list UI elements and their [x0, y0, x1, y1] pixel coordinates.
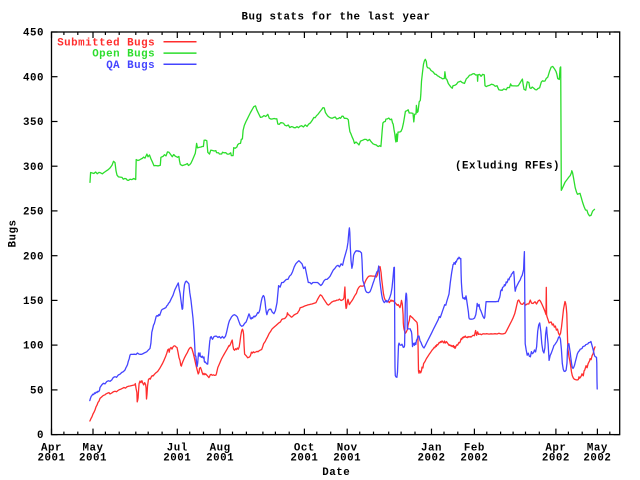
svg-text:Submitted Bugs: Submitted Bugs: [57, 37, 155, 49]
svg-text:2001: 2001: [38, 453, 66, 465]
svg-text:Apr: Apr: [545, 442, 566, 454]
svg-text:100: 100: [23, 341, 44, 353]
svg-text:400: 400: [23, 72, 44, 84]
svg-text:Aug: Aug: [210, 442, 231, 454]
svg-text:0: 0: [37, 430, 44, 442]
svg-text:(Exluding RFEs): (Exluding RFEs): [455, 160, 560, 172]
svg-text:250: 250: [23, 207, 44, 219]
svg-text:350: 350: [23, 117, 44, 129]
svg-text:2002: 2002: [542, 453, 570, 465]
svg-text:450: 450: [23, 28, 44, 40]
svg-text:300: 300: [23, 162, 44, 174]
svg-text:50: 50: [30, 386, 44, 398]
svg-text:May: May: [587, 442, 608, 454]
svg-text:Open Bugs: Open Bugs: [92, 49, 155, 61]
svg-text:Date: Date: [322, 467, 350, 479]
svg-text:Jan: Jan: [421, 442, 442, 454]
svg-text:2001: 2001: [206, 453, 234, 465]
svg-text:2001: 2001: [163, 453, 191, 465]
svg-text:Bugs: Bugs: [7, 220, 19, 248]
svg-text:QA Bugs: QA Bugs: [106, 60, 155, 72]
svg-text:200: 200: [23, 251, 44, 263]
svg-text:2001: 2001: [79, 453, 107, 465]
svg-text:2001: 2001: [333, 453, 361, 465]
svg-text:Feb: Feb: [464, 442, 485, 454]
svg-text:Apr: Apr: [41, 442, 62, 454]
svg-text:Oct: Oct: [294, 442, 315, 454]
svg-text:May: May: [83, 442, 104, 454]
svg-text:150: 150: [23, 296, 44, 308]
svg-text:2002: 2002: [583, 453, 611, 465]
svg-text:Jul: Jul: [167, 442, 188, 454]
svg-text:Nov: Nov: [337, 442, 358, 454]
svg-text:2002: 2002: [418, 453, 446, 465]
svg-text:Bug stats for the last year: Bug stats for the last year: [242, 12, 431, 24]
svg-text:2002: 2002: [460, 453, 488, 465]
svg-text:2001: 2001: [290, 453, 318, 465]
